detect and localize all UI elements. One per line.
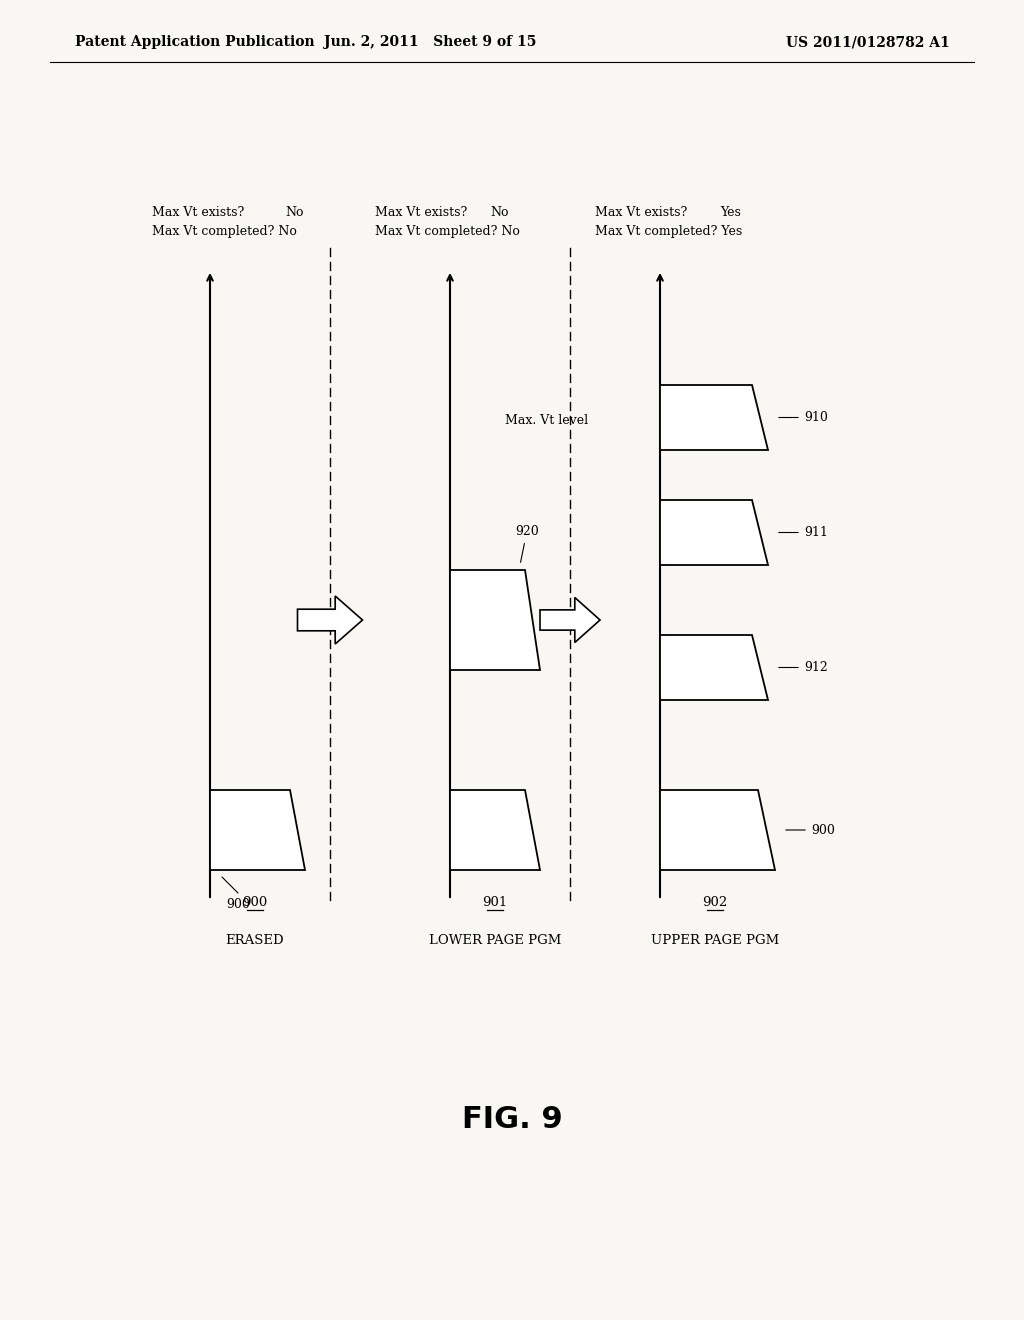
Polygon shape	[660, 385, 768, 450]
Text: No: No	[490, 206, 509, 219]
Text: Patent Application Publication: Patent Application Publication	[75, 36, 314, 49]
Text: LOWER PAGE PGM: LOWER PAGE PGM	[429, 933, 561, 946]
Text: 900: 900	[243, 895, 267, 908]
Text: Max Vt exists?: Max Vt exists?	[152, 206, 245, 219]
Text: Yes: Yes	[720, 206, 741, 219]
Text: 920: 920	[515, 525, 539, 562]
Polygon shape	[660, 500, 768, 565]
Text: Max. Vt level: Max. Vt level	[505, 413, 588, 426]
Text: No: No	[285, 206, 303, 219]
Polygon shape	[450, 570, 540, 671]
Text: Max Vt completed? Yes: Max Vt completed? Yes	[595, 226, 742, 239]
Text: US 2011/0128782 A1: US 2011/0128782 A1	[786, 36, 950, 49]
Polygon shape	[210, 789, 305, 870]
Polygon shape	[450, 789, 540, 870]
Text: Max Vt exists?: Max Vt exists?	[595, 206, 687, 219]
Text: 912: 912	[804, 661, 827, 675]
Text: FIG. 9: FIG. 9	[462, 1106, 562, 1134]
Text: Max Vt exists?: Max Vt exists?	[375, 206, 467, 219]
Text: Max Vt completed? No: Max Vt completed? No	[375, 226, 520, 239]
Text: 911: 911	[804, 525, 827, 539]
Text: 902: 902	[702, 895, 728, 908]
Polygon shape	[660, 789, 775, 870]
Text: 901: 901	[482, 895, 508, 908]
Text: Max Vt completed? No: Max Vt completed? No	[152, 226, 297, 239]
Text: Jun. 2, 2011   Sheet 9 of 15: Jun. 2, 2011 Sheet 9 of 15	[324, 36, 537, 49]
Polygon shape	[660, 635, 768, 700]
Polygon shape	[298, 597, 362, 644]
Text: ERASED: ERASED	[225, 933, 285, 946]
Polygon shape	[540, 598, 600, 643]
Text: 910: 910	[804, 411, 827, 424]
Text: 900: 900	[811, 824, 835, 837]
Text: UPPER PAGE PGM: UPPER PAGE PGM	[651, 933, 779, 946]
Text: 900: 900	[226, 899, 250, 912]
